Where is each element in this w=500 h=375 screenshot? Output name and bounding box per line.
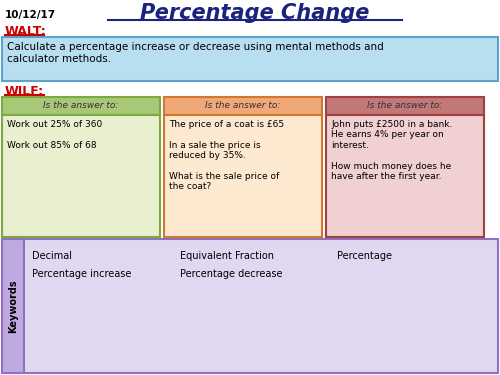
Text: 10/12/17: 10/12/17 [5,10,56,20]
Text: WILF:: WILF: [5,85,44,98]
FancyBboxPatch shape [326,97,484,115]
Text: Calculate a percentage increase or decrease using mental methods and
calculator : Calculate a percentage increase or decre… [7,42,384,64]
FancyBboxPatch shape [2,115,160,237]
Text: The price of a coat is £65

In a sale the price is
reduced by 35%.

What is the : The price of a coat is £65 In a sale the… [169,120,284,191]
FancyBboxPatch shape [2,37,498,81]
Text: Decimal: Decimal [32,251,72,261]
Text: Is the answer to:: Is the answer to: [44,102,118,111]
FancyBboxPatch shape [2,239,498,373]
Text: Percentage: Percentage [337,251,392,261]
Text: Is the answer to:: Is the answer to: [368,102,442,111]
Text: Keywords: Keywords [8,279,18,333]
FancyBboxPatch shape [164,97,322,115]
FancyBboxPatch shape [2,97,160,115]
Text: WALT:: WALT: [5,25,47,38]
Text: Is the answer to:: Is the answer to: [206,102,281,111]
Text: John puts £2500 in a bank.
He earns 4% per year on
interest.

How much money doe: John puts £2500 in a bank. He earns 4% p… [331,120,452,181]
Text: Percentage decrease: Percentage decrease [180,269,282,279]
FancyBboxPatch shape [2,239,24,373]
Text: Equivalent Fraction: Equivalent Fraction [180,251,274,261]
FancyBboxPatch shape [164,115,322,237]
Text: Percentage increase: Percentage increase [32,269,132,279]
Text: Percentage Change: Percentage Change [140,3,370,23]
FancyBboxPatch shape [326,115,484,237]
Text: Work out 25% of 360

Work out 85% of 68: Work out 25% of 360 Work out 85% of 68 [7,120,102,150]
